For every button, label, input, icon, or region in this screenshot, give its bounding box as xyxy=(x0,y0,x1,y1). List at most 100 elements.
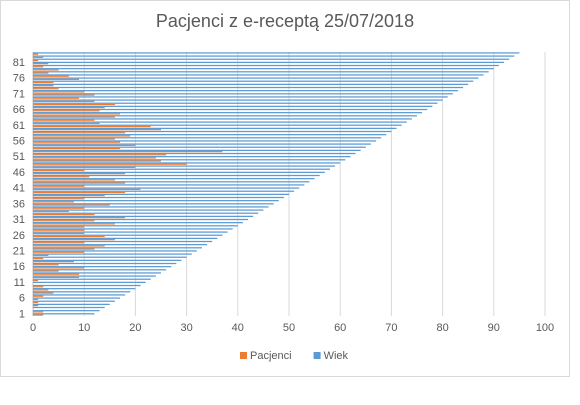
bar xyxy=(33,125,151,128)
bar xyxy=(33,166,136,168)
bar xyxy=(33,83,469,85)
bar xyxy=(33,91,85,93)
bar xyxy=(33,210,69,212)
bar xyxy=(33,59,39,62)
bar xyxy=(33,78,80,80)
bar xyxy=(33,108,428,111)
bar xyxy=(33,165,336,167)
bar xyxy=(33,160,161,162)
y-tick-label: 31 xyxy=(13,214,25,226)
bar xyxy=(33,261,74,263)
bar xyxy=(33,115,417,117)
legend-label: Pacjenci xyxy=(250,350,292,362)
bar xyxy=(33,231,228,233)
bar xyxy=(33,196,284,199)
bar xyxy=(33,223,115,225)
bar xyxy=(33,200,279,202)
y-tick-label: 81 xyxy=(13,57,25,69)
bar xyxy=(33,298,39,300)
bar xyxy=(33,291,131,293)
bar xyxy=(33,244,208,246)
bar xyxy=(33,63,49,65)
y-tick-label: 21 xyxy=(13,245,25,257)
bar xyxy=(33,251,85,253)
bar xyxy=(33,94,95,96)
bar xyxy=(33,273,80,275)
bar xyxy=(33,156,351,158)
bar xyxy=(33,235,105,238)
bar xyxy=(33,254,49,256)
bar xyxy=(33,270,59,272)
bar xyxy=(33,169,85,172)
bar xyxy=(33,225,238,227)
bar xyxy=(33,163,187,165)
bar xyxy=(33,66,44,68)
bar xyxy=(33,259,182,261)
bar xyxy=(33,286,44,288)
bar xyxy=(33,278,151,280)
bar xyxy=(33,119,95,121)
bar xyxy=(33,178,315,180)
bar xyxy=(33,74,484,76)
bar xyxy=(33,168,330,170)
bar xyxy=(33,157,156,159)
y-tick-label: 76 xyxy=(13,73,25,85)
bar xyxy=(33,305,39,307)
bar xyxy=(33,193,289,195)
bar xyxy=(33,52,520,54)
bar xyxy=(33,306,105,309)
bar xyxy=(33,110,100,112)
bar xyxy=(33,81,54,84)
bar xyxy=(33,220,95,222)
bar xyxy=(33,124,402,126)
bar xyxy=(33,242,85,244)
bar xyxy=(33,213,95,216)
bar xyxy=(33,102,438,104)
x-tick-label: 70 xyxy=(385,322,397,334)
bar xyxy=(33,56,44,58)
bar xyxy=(33,215,254,217)
bar xyxy=(33,191,126,194)
legend-swatch xyxy=(240,352,247,359)
bar xyxy=(33,284,141,287)
bar xyxy=(33,195,105,197)
x-tick-label: 30 xyxy=(180,322,192,334)
bar xyxy=(33,151,223,153)
bar xyxy=(33,269,167,271)
bar xyxy=(33,232,85,234)
bar xyxy=(33,295,44,297)
x-tick-label: 10 xyxy=(78,322,90,334)
bar xyxy=(33,301,39,304)
y-tick-label: 61 xyxy=(13,120,25,132)
bar xyxy=(33,234,223,236)
bar xyxy=(33,187,300,189)
legend-label: Wiek xyxy=(324,350,349,362)
bar xyxy=(33,140,377,142)
bar xyxy=(33,310,100,312)
bar xyxy=(33,247,202,249)
bar xyxy=(33,152,356,155)
bar xyxy=(33,75,69,77)
bar xyxy=(33,289,49,291)
x-tick-label: 50 xyxy=(283,322,295,334)
y-tick-label: 26 xyxy=(13,230,25,242)
bar xyxy=(33,71,489,73)
bar xyxy=(33,311,44,313)
bar xyxy=(33,135,131,137)
bar xyxy=(33,303,110,305)
bar xyxy=(33,297,121,299)
bar xyxy=(33,162,341,164)
bar xyxy=(33,90,458,92)
bar xyxy=(33,256,187,258)
bar xyxy=(33,174,320,177)
bar xyxy=(33,138,115,140)
bar xyxy=(33,294,126,296)
bar xyxy=(33,275,156,277)
x-tick-label: 60 xyxy=(334,322,346,334)
bar xyxy=(33,77,479,79)
bar xyxy=(33,262,177,265)
bar xyxy=(33,113,121,115)
bar xyxy=(33,97,80,99)
bar xyxy=(33,146,366,148)
bar xyxy=(33,147,121,150)
